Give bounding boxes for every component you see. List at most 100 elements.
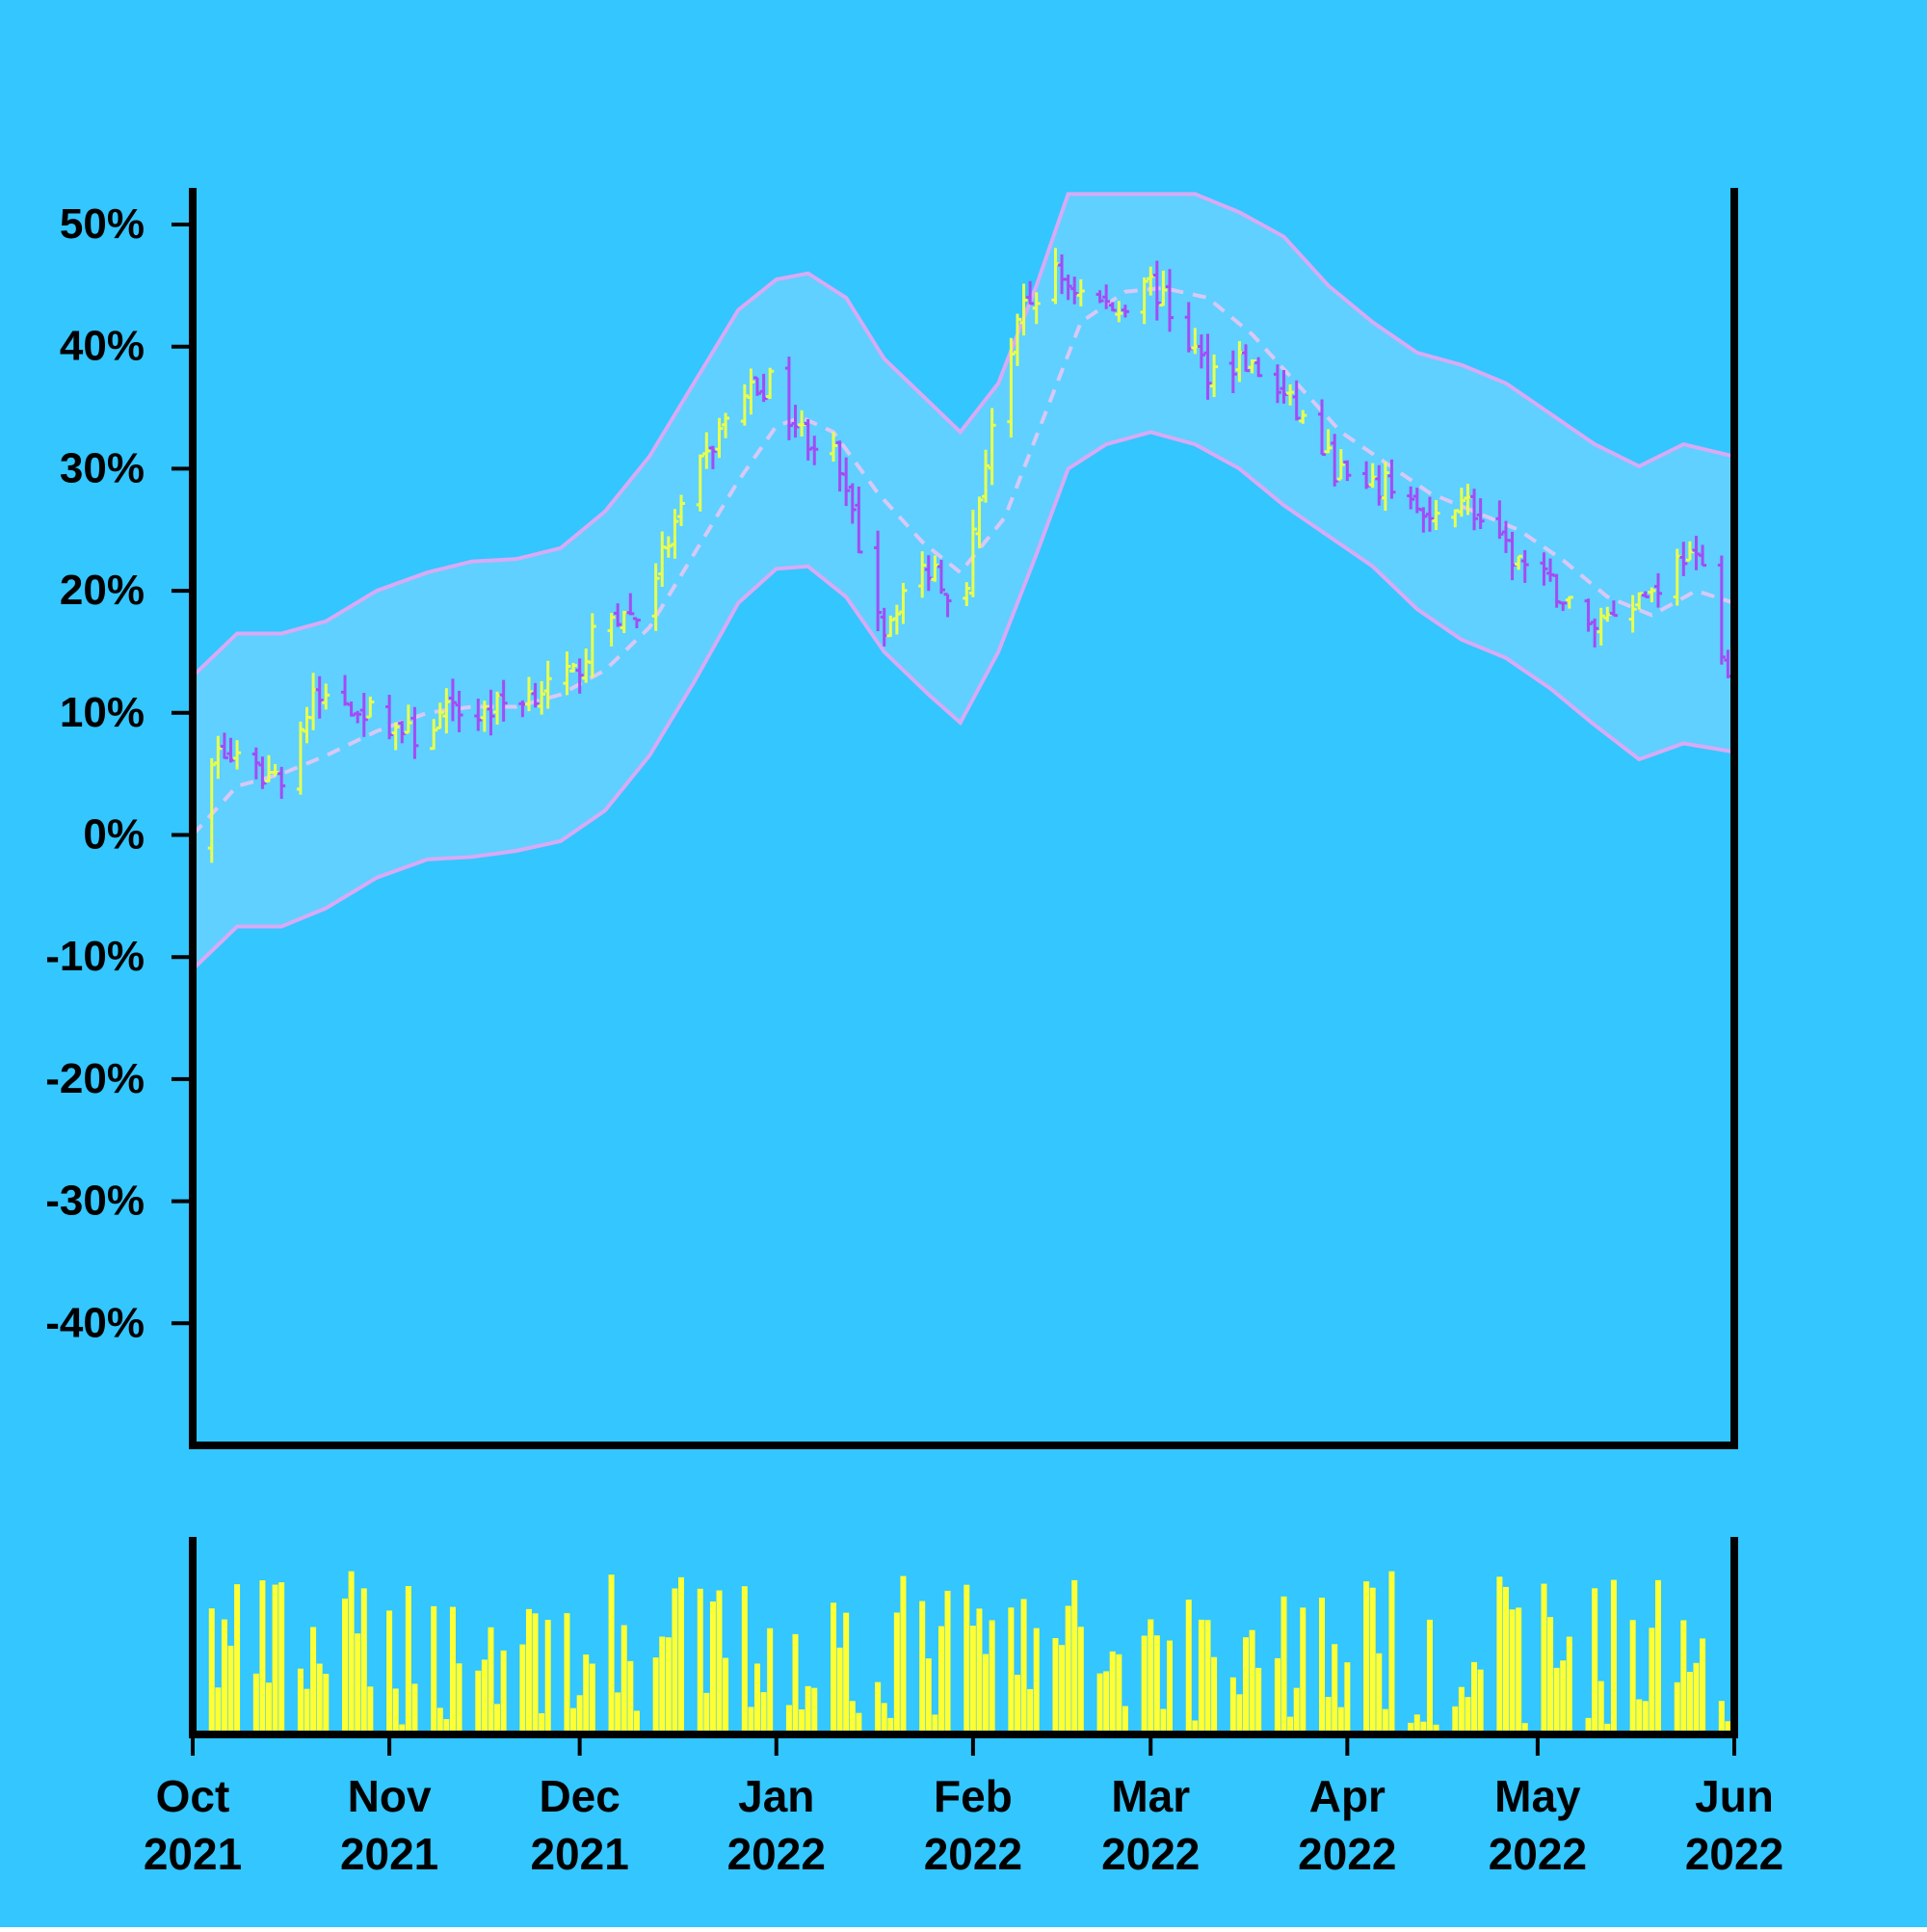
ohlc-bar bbox=[937, 560, 945, 595]
volume-bar bbox=[875, 1681, 882, 1734]
x-tick-label-year: 2022 bbox=[1685, 1829, 1783, 1879]
ohlc-bar bbox=[892, 604, 901, 635]
volume-bar bbox=[1287, 1716, 1294, 1734]
ohlc-bar bbox=[1591, 618, 1599, 648]
ohlc-bar bbox=[1286, 384, 1295, 406]
volume-bar bbox=[1516, 1607, 1522, 1734]
ohlc-bar bbox=[918, 551, 927, 598]
volume-bar bbox=[805, 1685, 811, 1734]
ohlc-bar bbox=[1432, 499, 1440, 530]
ohlc-bar bbox=[842, 457, 851, 507]
ohlc-bar bbox=[410, 706, 419, 759]
volume-bar bbox=[1560, 1660, 1567, 1734]
ohlc-bar bbox=[753, 376, 762, 396]
volume-bar bbox=[741, 1586, 748, 1734]
volume-bar bbox=[1382, 1708, 1388, 1734]
axes bbox=[189, 188, 1738, 1738]
y-tick-label: -30% bbox=[45, 1178, 145, 1225]
volume-bar bbox=[1033, 1628, 1040, 1734]
volume-bar bbox=[1674, 1681, 1680, 1734]
volume-bar bbox=[919, 1601, 926, 1734]
ohlc-bar bbox=[874, 530, 883, 631]
ohlc-bar bbox=[1095, 290, 1104, 304]
ohlc-bar bbox=[436, 702, 444, 729]
ohlc-bar bbox=[1717, 555, 1726, 665]
volume-bar bbox=[1280, 1596, 1287, 1734]
volume-bar bbox=[316, 1663, 323, 1734]
volume-bar bbox=[1204, 1620, 1211, 1734]
volume-bar bbox=[259, 1580, 266, 1734]
volume-bar bbox=[392, 1688, 399, 1734]
volume-bar bbox=[1249, 1629, 1255, 1734]
volume-bar bbox=[665, 1637, 672, 1734]
ohlc-bar bbox=[1210, 354, 1219, 398]
ohlc-bar bbox=[1280, 370, 1288, 404]
volume-bar bbox=[1103, 1671, 1110, 1734]
volume-bar bbox=[1496, 1576, 1503, 1734]
volume-bar bbox=[1116, 1654, 1122, 1734]
volume-bar bbox=[1014, 1675, 1020, 1734]
volume-bar bbox=[1426, 1619, 1433, 1734]
volume-bar bbox=[1629, 1620, 1636, 1734]
volume-bar bbox=[1509, 1609, 1516, 1734]
volume-bar bbox=[1597, 1681, 1604, 1734]
ohlc-bar bbox=[538, 680, 546, 715]
ohlc-bar bbox=[1140, 277, 1148, 325]
x-tick-label-month: Jun bbox=[1695, 1771, 1774, 1821]
ohlc-bar bbox=[251, 747, 260, 780]
ohlc-bar bbox=[474, 699, 483, 731]
ohlc-bar bbox=[1407, 486, 1415, 510]
volume-bar bbox=[893, 1612, 900, 1734]
ohlc-bar bbox=[1076, 278, 1085, 307]
ohlc-bar bbox=[499, 679, 508, 722]
ohlc-bar bbox=[1159, 270, 1168, 307]
volume-bar bbox=[881, 1703, 887, 1734]
x-tick-label-month: Apr bbox=[1309, 1771, 1386, 1821]
volume-bar bbox=[272, 1584, 278, 1734]
volume-bar bbox=[760, 1692, 767, 1734]
volume-bar bbox=[976, 1608, 983, 1734]
ohlc-bar bbox=[1273, 364, 1281, 404]
volume-bar bbox=[1686, 1672, 1693, 1734]
ohlc-bar bbox=[569, 662, 578, 673]
volume-bar bbox=[252, 1673, 259, 1734]
ohlc-bar bbox=[1559, 601, 1568, 611]
volume-bar bbox=[932, 1714, 938, 1734]
volume-bar bbox=[1148, 1619, 1154, 1734]
volume-bar bbox=[304, 1688, 310, 1734]
y-tick-label: 30% bbox=[60, 444, 145, 491]
volume-bar bbox=[297, 1668, 304, 1734]
volume-bar bbox=[1541, 1583, 1547, 1734]
x-tick-label-month: Jan bbox=[738, 1771, 814, 1821]
volume-bar bbox=[1020, 1599, 1027, 1734]
volume-bar bbox=[799, 1708, 805, 1734]
volume-bar bbox=[1566, 1636, 1572, 1734]
ohlc-bar bbox=[651, 563, 660, 631]
ohlc-bar bbox=[315, 675, 324, 719]
ohlc-bar bbox=[708, 445, 717, 469]
ohlc-bar bbox=[1653, 572, 1662, 608]
ohlc-bar bbox=[1019, 283, 1028, 336]
ohlc-bar bbox=[448, 678, 457, 722]
upper-band-line bbox=[191, 192, 1735, 678]
x-tick-label-year: 2022 bbox=[1101, 1829, 1200, 1879]
volume-bar bbox=[836, 1647, 843, 1734]
volume-bar bbox=[342, 1598, 349, 1734]
ohlc-bar bbox=[220, 732, 228, 759]
volume-bar bbox=[1649, 1628, 1655, 1734]
ohlc-bar bbox=[671, 509, 679, 559]
ohlc-bar bbox=[487, 689, 495, 736]
x-tick-label-year: 2022 bbox=[1298, 1829, 1396, 1879]
volume-bar bbox=[1547, 1617, 1554, 1734]
volume-bar bbox=[544, 1620, 551, 1734]
ohlc-bar bbox=[963, 582, 971, 606]
volume-bar bbox=[1052, 1638, 1059, 1734]
volume-bar bbox=[310, 1627, 317, 1734]
ohlc-bar bbox=[1203, 333, 1212, 400]
volume-bar bbox=[1693, 1662, 1700, 1734]
ohlc-bar bbox=[1007, 337, 1016, 438]
ohlc-bar bbox=[258, 756, 267, 789]
volume-bar bbox=[1344, 1662, 1351, 1734]
volume-bar bbox=[278, 1582, 285, 1734]
